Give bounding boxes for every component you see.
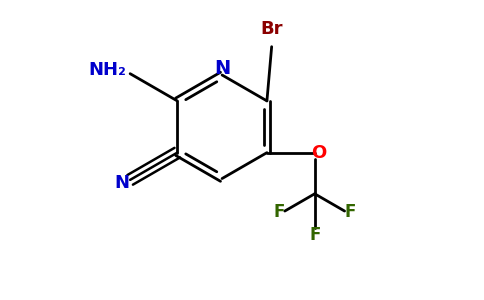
- Text: F: F: [344, 203, 356, 221]
- Text: N: N: [214, 59, 230, 78]
- Text: Br: Br: [260, 20, 283, 38]
- Text: F: F: [274, 203, 285, 221]
- Text: F: F: [309, 226, 320, 244]
- Text: NH₂: NH₂: [88, 61, 126, 80]
- Text: O: O: [311, 144, 326, 162]
- Text: N: N: [115, 174, 130, 192]
